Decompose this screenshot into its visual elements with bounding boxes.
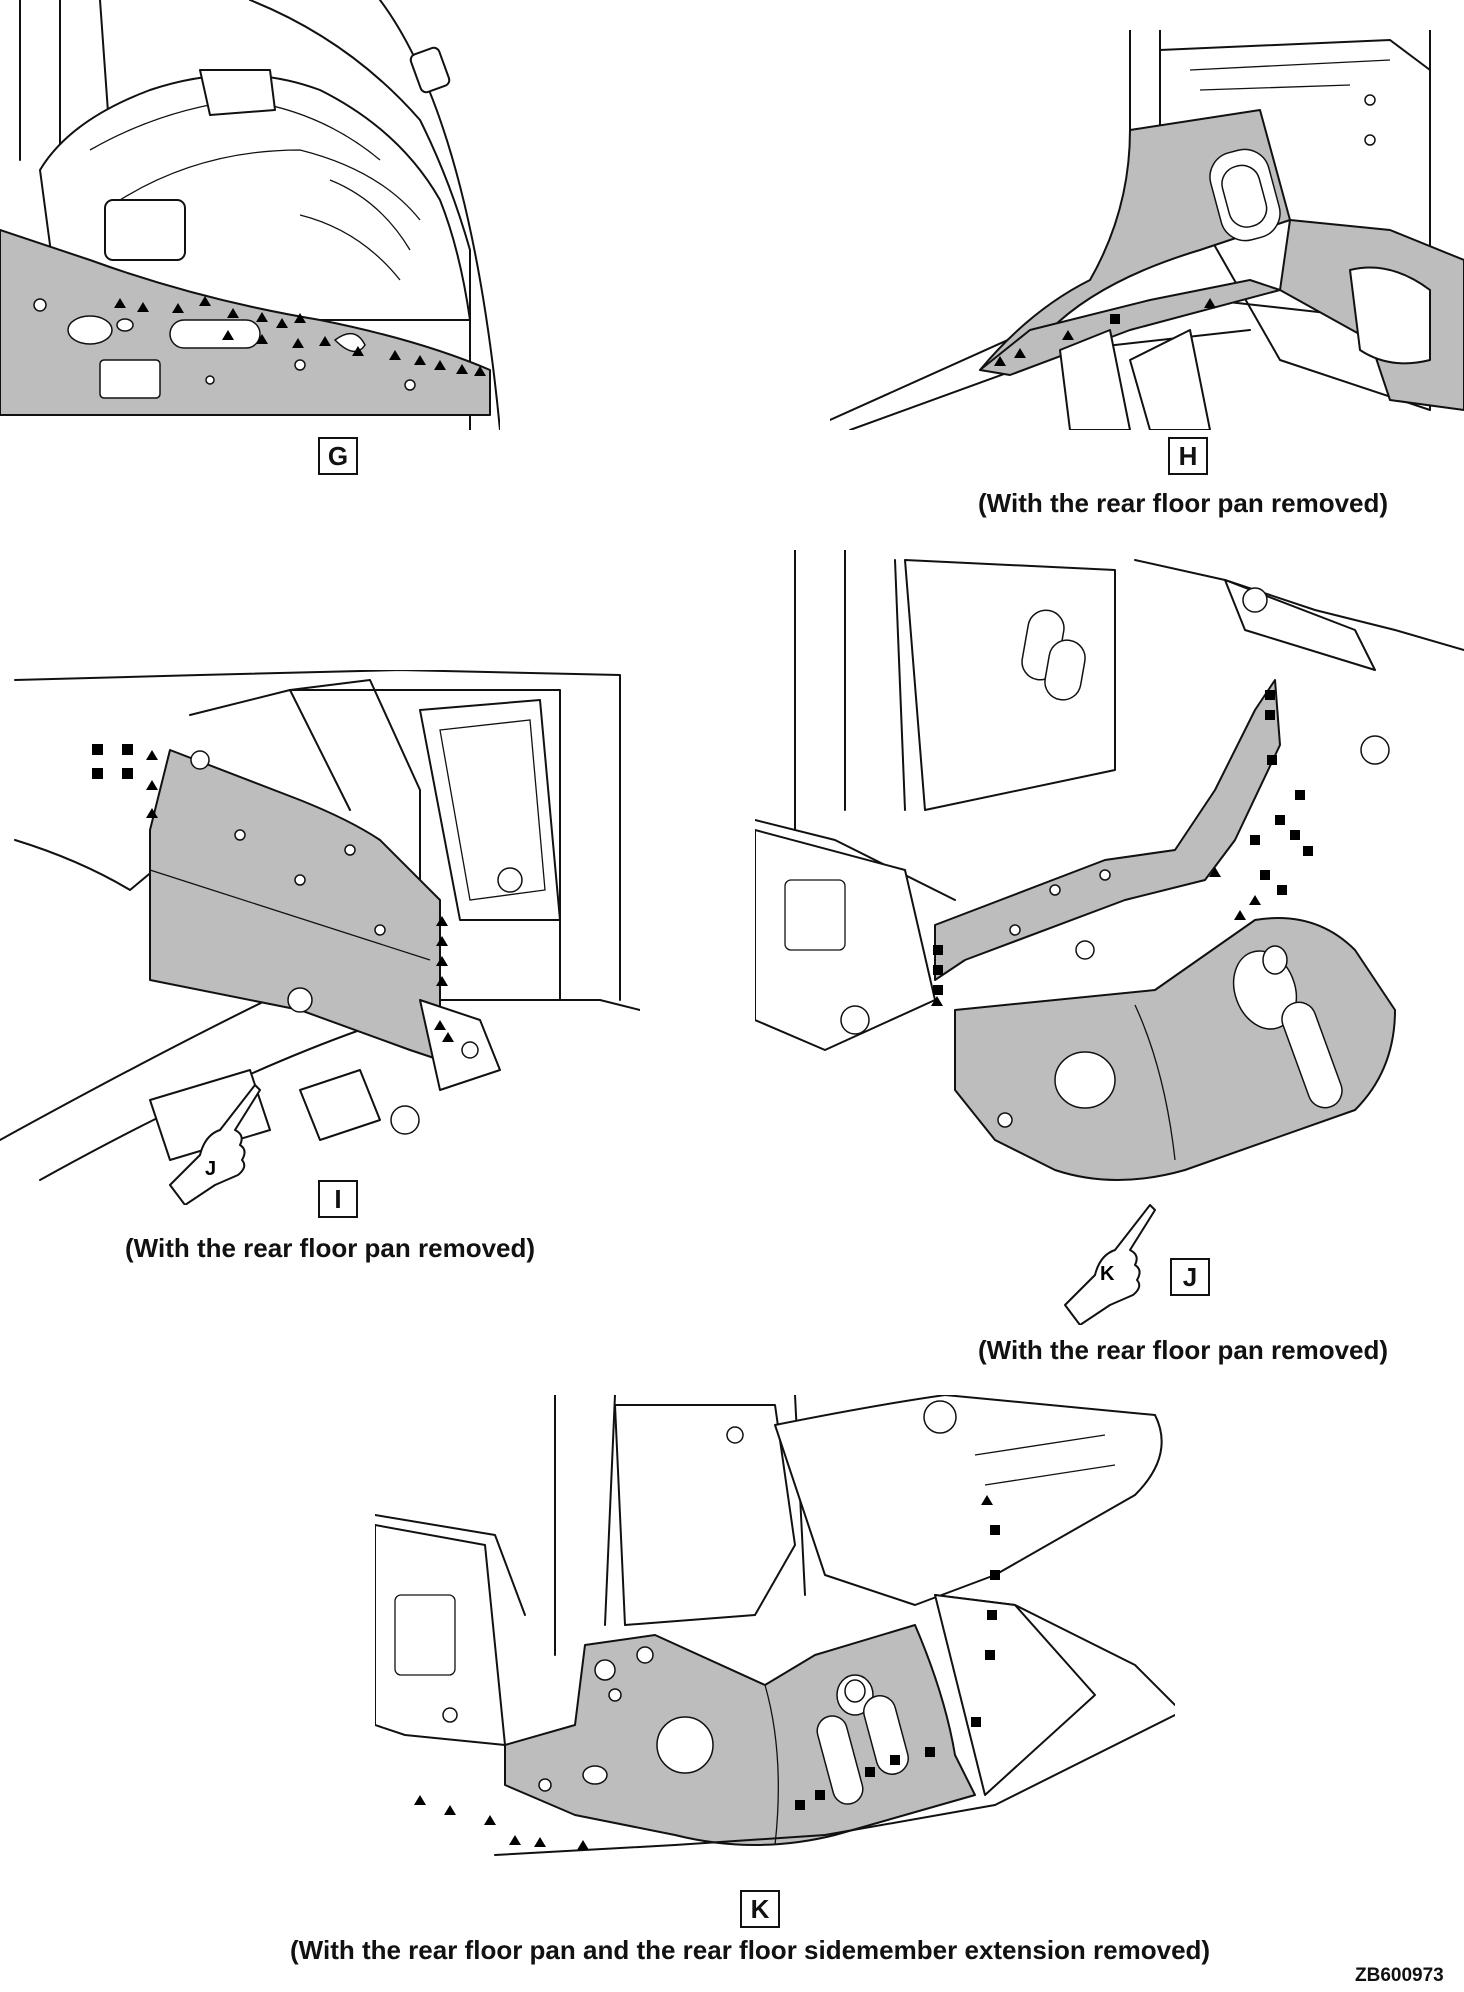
reference-code: ZB600973 [1355, 1965, 1444, 1986]
panel-h-caption: (With the rear floor pan removed) [978, 488, 1389, 518]
panel-i-caption: (With the rear floor pan removed) [125, 1233, 536, 1263]
rear-floor-pan-area-drawing [375, 1395, 1175, 1856]
weld-markers [92, 744, 454, 1042]
panel-j-caption: (With the rear floor pan removed) [978, 1335, 1389, 1365]
panel-i-label: I [318, 1180, 358, 1218]
pointing-hand-label-j: J [205, 1158, 216, 1180]
pointing-hand-icon-k: K [1055, 1195, 1165, 1326]
weld-markers-j [931, 690, 1313, 1006]
panel-k-caption: (With the rear floor pan and the rear fl… [290, 1935, 1211, 1965]
rear-floor-crossmember-drawing [0, 0, 500, 430]
pointing-hand-icon-j: J [160, 1075, 270, 1206]
weld-markers-k [414, 1495, 1000, 1850]
panel-h-illustration [830, 30, 1464, 430]
pointing-hand-label-k: K [1100, 1263, 1115, 1285]
triangle-marker-row [114, 296, 486, 376]
panel-g-illustration [0, 0, 500, 430]
panel-g-label: G [318, 437, 358, 475]
panel-j-label: J [1170, 1258, 1210, 1296]
panel-j-illustration [755, 550, 1464, 1210]
rear-pillar-lower-drawing [830, 30, 1464, 430]
rear-floor-sidemember-drawing [0, 670, 640, 1181]
panel-h-label: H [1168, 437, 1208, 475]
panel-k-illustration [375, 1395, 1175, 1870]
panel-k-label: K [740, 1890, 780, 1928]
panel-i-illustration [0, 670, 640, 1190]
rear-floor-sidemember-member-drawing [755, 550, 1464, 1181]
